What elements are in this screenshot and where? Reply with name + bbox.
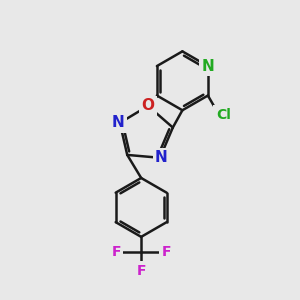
- Text: Cl: Cl: [216, 108, 231, 122]
- Text: F: F: [136, 264, 146, 278]
- Text: F: F: [161, 244, 171, 259]
- Text: N: N: [112, 116, 125, 130]
- Text: N: N: [202, 58, 214, 74]
- Text: O: O: [142, 98, 154, 113]
- Text: N: N: [155, 150, 168, 165]
- Text: F: F: [111, 244, 121, 259]
